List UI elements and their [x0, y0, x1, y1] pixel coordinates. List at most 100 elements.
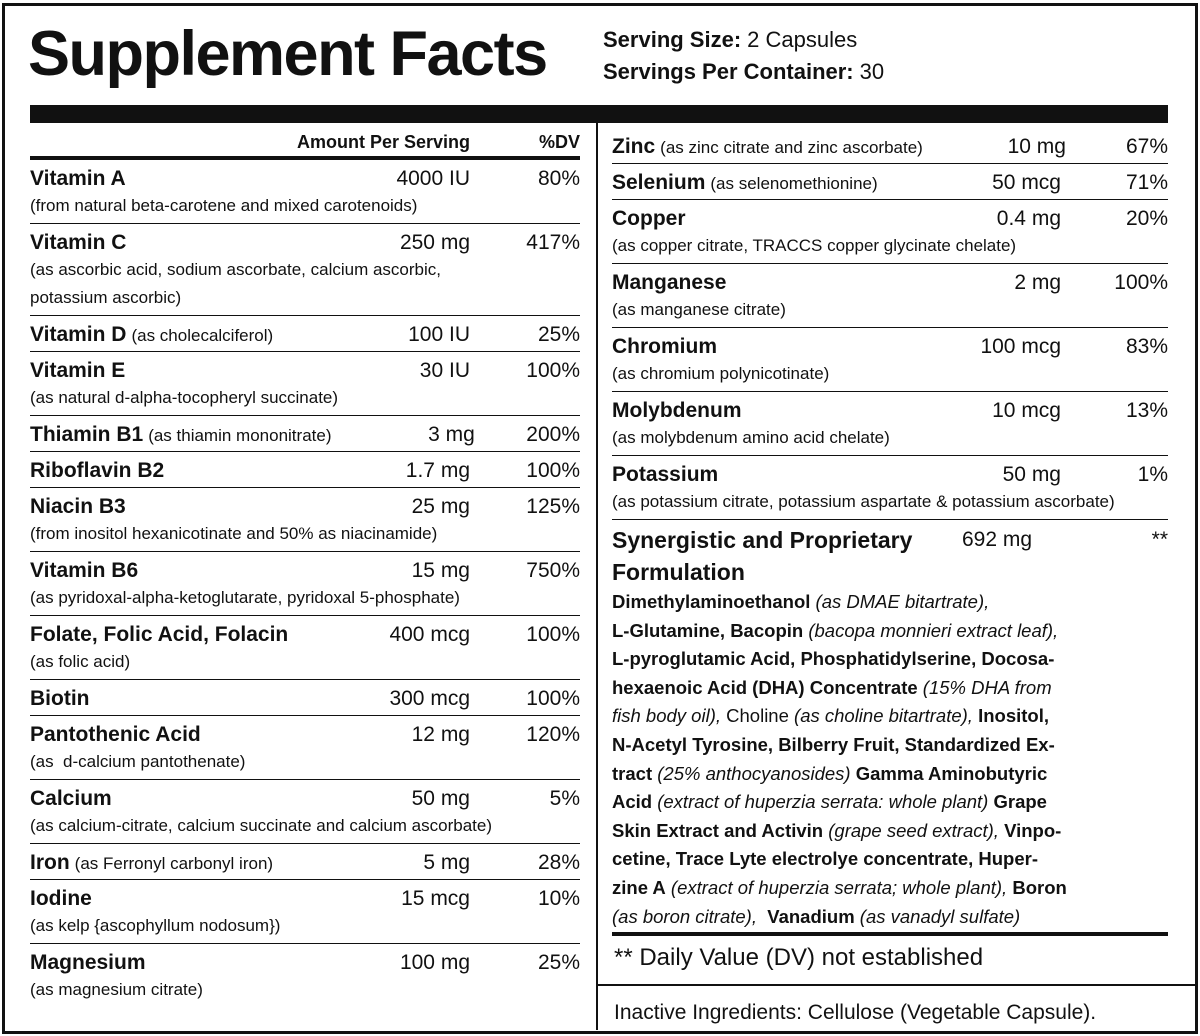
nutrient-line: Thiamin B1 (as thiamin mononitrate) 3 mg 20…: [30, 421, 580, 448]
nutrient-name: Vitamin E: [30, 359, 126, 382]
nutrient-line: Vitamin E 30 IU 100%: [30, 357, 580, 384]
ingredient-text: (as choline bitartrate),: [788, 705, 973, 727]
nutrient-row: Vitamin E 30 IU 100% (as natural d-alpha-to…: [30, 352, 580, 416]
nutrient-name-cell: Selenium (as selenomethionine): [612, 169, 911, 197]
nutrient-name: Vitamin A: [30, 167, 126, 190]
amount: 12 mg: [411, 723, 470, 746]
nutrient-row: Potassium 50 mg 1% (as potassium citrate, p…: [612, 456, 1168, 520]
nutrient-source: (as manganese citrate): [612, 300, 786, 319]
amount: 10 mcg: [992, 399, 1061, 422]
nutrient-source: (as zinc citrate and zinc ascorbate): [660, 138, 923, 157]
nutrient-row: Selenium (as selenomethionine) 50 mcg 71%: [612, 164, 1168, 200]
nutrient-line: Molybdenum 10 mcg 13%: [612, 397, 1168, 424]
nutrient-source: (from inositol hexanicotinate and 50% as…: [30, 524, 438, 543]
nutrient-source: (as selenomethionine): [710, 174, 878, 193]
amount: 100 mcg: [980, 335, 1061, 358]
nutrient-name: Selenium: [612, 171, 706, 194]
amount: 50 mg: [1002, 463, 1061, 486]
blend-line: zine A (extract of huperzia serrata; who…: [612, 874, 1168, 903]
nutrient-name: Calcium: [30, 787, 112, 810]
nutrient-name-cell: Iron (as Ferronyl carbonyl iron): [30, 849, 320, 877]
daily-value: 10%: [537, 887, 580, 910]
left-column: Amount Per Serving %DV Vitamin A 4000 IU 80…: [30, 128, 580, 1007]
nutrient-row: Pantothenic Acid 12 mg 120% (as d-calcium p…: [30, 716, 580, 780]
ingredient-text: Inositol,: [972, 705, 1050, 727]
amount: 3 mg: [428, 423, 475, 446]
nutrient-name-cell: Folate, Folic Acid, Folacin: [30, 621, 320, 648]
nutrient-source: (from natural beta-carotene and mixed ca…: [30, 196, 418, 215]
nutrient-name-cell: Chromium: [612, 333, 911, 360]
nutrient-name-cell: Vitamin A: [30, 165, 320, 192]
nutrient-name: Iodine: [30, 887, 92, 910]
inactive-ingredients: Inactive Ingredients: Cellulose (Vegetab…: [614, 1001, 1097, 1024]
nutrient-row: Iodine 15 mcg 10% (as kelp {ascophyllum nod…: [30, 880, 580, 944]
nutrient-source: (as folic acid): [30, 652, 131, 671]
nutrient-source: (as ascorbic acid, sodium ascorbate, cal…: [30, 260, 441, 279]
nutrient-row: Copper 0.4 mg 20% (as copper citrate, TRACC…: [612, 200, 1168, 264]
footnote: ** Daily Value (DV) not established: [614, 944, 984, 971]
column-divider: [596, 123, 598, 1030]
nutrient-name: Zinc: [612, 135, 656, 158]
blend-dv: **: [1151, 528, 1168, 551]
ingredient-text: Gamma Aminobutyric: [850, 762, 1048, 784]
nutrient-source: (as Ferronyl carbonyl iron): [74, 854, 274, 873]
daily-value: 80%: [537, 167, 580, 190]
inactive-rule: [596, 984, 1196, 986]
nutrient-line: Zinc (as zinc citrate and zinc ascorbate)…: [612, 133, 1168, 160]
ingredient-text: (extract of huperzia serrata: whole plan…: [652, 791, 989, 813]
nutrient-name: Manganese: [612, 271, 727, 294]
servings-value: 30: [859, 59, 885, 84]
ingredient-text: L-pyroglutamic Acid, Phosphatidylserine,…: [612, 648, 1055, 670]
nutrient-line: Niacin B3 25 mg 125%: [30, 493, 580, 520]
nutrient-name-cell: Iodine: [30, 885, 320, 912]
nutrient-name-cell: Vitamin B6: [30, 557, 320, 584]
nutrient-source: (as d-calcium pantothenate): [30, 752, 246, 771]
nutrient-name-cell: Magnesium: [30, 949, 320, 976]
daily-value: 25%: [537, 323, 580, 346]
nutrient-name: Chromium: [612, 335, 717, 358]
nutrient-row: Vitamin A 4000 IU 80% (from natural beta-ca…: [30, 160, 580, 224]
nutrient-source: (as cholecalciferol): [131, 326, 274, 345]
label-border: [2, 3, 1198, 1034]
nutrient-line: Riboflavin B2 1.7 mg 100%: [30, 457, 580, 484]
ingredient-text: N-Acetyl Tyrosine, Bilberry Fruit, Stand…: [612, 733, 1055, 755]
blend-line: Skin Extract and Activin (grape seed ext…: [612, 817, 1168, 846]
nutrient-row: Thiamin B1 (as thiamin mononitrate) 3 mg 20…: [30, 416, 580, 452]
nutrient-source: (as chromium polynicotinate): [612, 364, 830, 383]
amount: 400 mcg: [389, 623, 470, 646]
blend-header: Synergistic and Proprietary Formulation 6…: [612, 524, 1168, 588]
nutrient-source: (as molybdenum amino acid chelate): [612, 428, 890, 447]
daily-value: 5%: [549, 787, 580, 810]
servings: Servings Per Container: 30: [603, 57, 884, 87]
amount: 250 mg: [399, 231, 470, 254]
nutrient-line: Vitamin A 4000 IU 80%: [30, 165, 580, 192]
nutrient-name-cell: Vitamin D (as cholecalciferol): [30, 321, 320, 349]
footnote-rule: [612, 932, 1168, 936]
amount: 50 mcg: [992, 171, 1061, 194]
nutrient-name: Vitamin D: [30, 323, 127, 346]
nutrient-line: Biotin 300 mcg 100%: [30, 685, 580, 712]
nutrient-name-cell: Zinc (as zinc citrate and zinc ascorbate): [612, 133, 923, 161]
daily-value: 20%: [1125, 207, 1168, 230]
nutrient-source: (as potassium citrate, potassium asparta…: [612, 492, 1115, 511]
daily-value: 750%: [526, 559, 580, 582]
serving-size-value: 2 Capsules: [747, 27, 858, 52]
nutrient-line: Manganese 2 mg 100%: [612, 269, 1168, 296]
nutrient-line: Calcium 50 mg 5%: [30, 785, 580, 812]
amount: 50 mg: [411, 787, 470, 810]
ingredient-text: Vanadium: [756, 905, 855, 927]
nutrient-row: Vitamin B6 15 mg 750% (as pyridoxal-alpha-k…: [30, 552, 580, 616]
nutrient-source: (as calcium-citrate, calcium succinate a…: [30, 816, 493, 835]
blend-line: N-Acetyl Tyrosine, Bilberry Fruit, Stand…: [612, 731, 1168, 760]
servings-label: Servings Per Container:: [603, 59, 854, 84]
daily-value: 83%: [1125, 335, 1168, 358]
nutrient-source: (as magnesium citrate): [30, 980, 203, 999]
nutrient-line: Vitamin B6 15 mg 750%: [30, 557, 580, 584]
ingredient-text: tract: [612, 762, 653, 784]
ingredient-text: zine A: [612, 876, 666, 898]
nutrient-line: Iodine 15 mcg 10%: [30, 885, 580, 912]
header-bar: [30, 105, 1168, 123]
nutrient-row: Iron (as Ferronyl carbonyl iron) 5 mg 28%: [30, 844, 580, 880]
nutrient-row: Biotin 300 mcg 100%: [30, 680, 580, 716]
daily-value: 100%: [526, 687, 580, 710]
